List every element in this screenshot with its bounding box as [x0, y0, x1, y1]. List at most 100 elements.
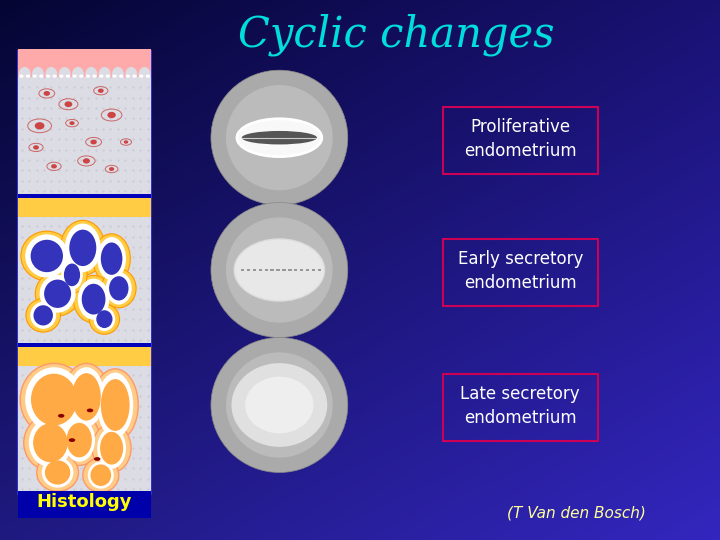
Ellipse shape — [100, 432, 123, 464]
Ellipse shape — [60, 220, 105, 275]
Ellipse shape — [109, 276, 129, 300]
Ellipse shape — [32, 67, 44, 82]
Circle shape — [66, 75, 70, 78]
Ellipse shape — [94, 307, 115, 331]
Ellipse shape — [69, 230, 96, 266]
Circle shape — [86, 75, 90, 78]
Ellipse shape — [57, 256, 87, 293]
FancyBboxPatch shape — [18, 347, 151, 366]
Ellipse shape — [45, 461, 71, 484]
FancyBboxPatch shape — [18, 343, 151, 347]
Circle shape — [132, 75, 137, 78]
Ellipse shape — [58, 67, 71, 82]
Circle shape — [145, 75, 150, 78]
Circle shape — [83, 158, 90, 164]
Ellipse shape — [30, 302, 56, 329]
Circle shape — [126, 75, 130, 78]
Circle shape — [51, 164, 57, 168]
Text: Cyclic changes: Cyclic changes — [238, 14, 554, 56]
Text: (T Van den Bosch): (T Van den Bosch) — [507, 505, 645, 521]
Text: Histology: Histology — [37, 493, 132, 511]
Circle shape — [99, 75, 104, 78]
Circle shape — [139, 75, 143, 78]
Ellipse shape — [91, 464, 111, 486]
Ellipse shape — [21, 231, 73, 281]
Ellipse shape — [73, 275, 114, 323]
Ellipse shape — [44, 280, 71, 308]
Circle shape — [19, 75, 24, 78]
Ellipse shape — [66, 423, 92, 457]
Ellipse shape — [58, 415, 100, 465]
Circle shape — [32, 75, 37, 78]
Ellipse shape — [58, 414, 65, 418]
Ellipse shape — [72, 67, 84, 82]
Ellipse shape — [78, 279, 109, 320]
Circle shape — [112, 75, 117, 78]
Ellipse shape — [101, 379, 130, 431]
Ellipse shape — [40, 275, 76, 313]
Ellipse shape — [226, 85, 333, 190]
FancyBboxPatch shape — [18, 51, 151, 494]
Circle shape — [79, 75, 84, 78]
Circle shape — [98, 89, 104, 93]
Circle shape — [69, 121, 75, 125]
FancyBboxPatch shape — [18, 491, 151, 518]
Text: Late secretory
endometrium: Late secretory endometrium — [460, 385, 580, 427]
Ellipse shape — [226, 352, 333, 458]
Ellipse shape — [226, 217, 333, 322]
FancyBboxPatch shape — [18, 200, 151, 345]
Circle shape — [26, 75, 30, 78]
FancyBboxPatch shape — [18, 51, 151, 196]
Ellipse shape — [31, 240, 63, 272]
Ellipse shape — [33, 305, 53, 326]
Ellipse shape — [68, 367, 104, 427]
Circle shape — [107, 112, 116, 118]
Ellipse shape — [89, 304, 120, 334]
Ellipse shape — [211, 338, 348, 472]
Circle shape — [91, 140, 96, 145]
Ellipse shape — [85, 67, 97, 82]
Ellipse shape — [29, 418, 72, 467]
Ellipse shape — [94, 457, 101, 461]
Text: Proliferative
endometrium: Proliferative endometrium — [464, 118, 577, 160]
Ellipse shape — [31, 374, 77, 426]
Ellipse shape — [83, 458, 119, 492]
Circle shape — [119, 75, 123, 78]
Ellipse shape — [19, 67, 31, 82]
Ellipse shape — [102, 269, 136, 308]
FancyBboxPatch shape — [18, 349, 151, 494]
Ellipse shape — [37, 454, 78, 491]
FancyBboxPatch shape — [18, 198, 151, 217]
Ellipse shape — [42, 457, 73, 488]
FancyBboxPatch shape — [18, 49, 151, 77]
Ellipse shape — [61, 260, 83, 290]
Ellipse shape — [92, 424, 131, 472]
Ellipse shape — [97, 237, 126, 280]
Ellipse shape — [97, 428, 126, 469]
Circle shape — [109, 167, 114, 171]
Ellipse shape — [64, 264, 80, 286]
Circle shape — [92, 75, 96, 78]
Ellipse shape — [88, 462, 114, 489]
Ellipse shape — [237, 119, 322, 157]
Ellipse shape — [211, 202, 348, 338]
Ellipse shape — [106, 272, 132, 305]
Ellipse shape — [96, 310, 112, 328]
Ellipse shape — [125, 67, 138, 82]
Ellipse shape — [65, 224, 101, 272]
Circle shape — [59, 75, 63, 78]
Circle shape — [106, 75, 110, 78]
Ellipse shape — [242, 131, 317, 144]
Ellipse shape — [72, 373, 101, 421]
FancyBboxPatch shape — [18, 194, 151, 198]
Ellipse shape — [20, 363, 88, 436]
Ellipse shape — [87, 409, 94, 413]
Circle shape — [33, 145, 39, 150]
Ellipse shape — [25, 367, 83, 432]
Ellipse shape — [112, 67, 124, 82]
Circle shape — [39, 75, 43, 78]
Ellipse shape — [232, 363, 327, 447]
Circle shape — [35, 122, 45, 130]
Circle shape — [53, 75, 57, 78]
Ellipse shape — [99, 67, 111, 82]
